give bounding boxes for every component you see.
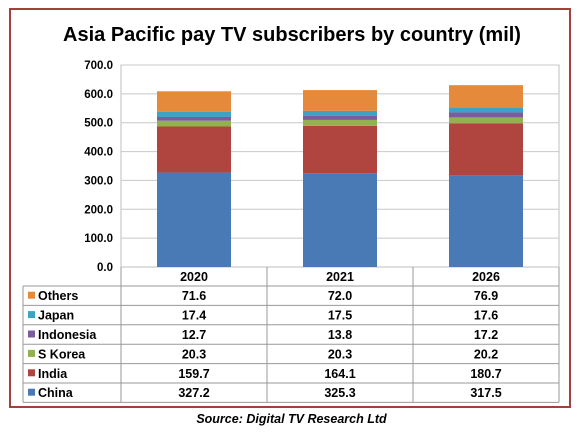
- data-value: 20.3: [328, 347, 352, 361]
- category-label: 2021: [326, 270, 354, 284]
- data-value: 325.3: [324, 386, 355, 400]
- data-value: 327.2: [178, 386, 209, 400]
- legend-label: India: [38, 367, 68, 381]
- data-value: 72.0: [328, 289, 352, 303]
- data-value: 17.6: [474, 309, 498, 323]
- category-label: 2026: [472, 270, 500, 284]
- legend-label: Japan: [38, 309, 74, 323]
- bar-china: [449, 175, 523, 267]
- data-value: 317.5: [470, 386, 501, 400]
- y-tick-label: 300.0: [84, 175, 113, 187]
- legend-swatch: [28, 369, 35, 377]
- legend-swatch: [28, 291, 35, 299]
- y-tick-label: 600.0: [84, 89, 113, 101]
- bar-indonesia: [449, 112, 523, 118]
- y-tick-label: 0.0: [97, 262, 113, 274]
- legend-swatch: [28, 330, 35, 338]
- legend-swatch: [28, 388, 35, 396]
- category-label: 2020: [180, 270, 208, 284]
- legend-label: Indonesia: [38, 328, 97, 342]
- data-value: 12.7: [182, 328, 206, 342]
- bar-china: [157, 172, 231, 267]
- legend-label: China: [38, 386, 74, 400]
- data-value: 17.2: [474, 328, 498, 342]
- bar-others: [449, 85, 523, 108]
- legend-swatch: [28, 349, 35, 357]
- bar-s-korea: [303, 119, 377, 126]
- bar-s-korea: [157, 120, 231, 127]
- bar-s-korea: [449, 117, 523, 124]
- data-value: 180.7: [470, 367, 501, 381]
- bar-others: [157, 91, 231, 112]
- data-value: 17.4: [182, 309, 206, 323]
- bar-china: [303, 173, 377, 267]
- legend-label: Others: [38, 289, 78, 303]
- bar-india: [157, 126, 231, 173]
- bar-indonesia: [303, 115, 377, 120]
- source-note: Source: Digital TV Research Ltd: [196, 412, 387, 426]
- data-value: 159.7: [178, 367, 209, 381]
- y-tick-label: 100.0: [84, 233, 113, 245]
- y-tick-label: 700.0: [84, 60, 113, 72]
- y-tick-label: 500.0: [84, 118, 113, 130]
- legend-swatch: [28, 311, 35, 319]
- legend-label: S Korea: [38, 347, 86, 361]
- data-value: 20.2: [474, 347, 498, 361]
- stacked-bar-chart: 0.0 100.0 200.0 300.0 400.0 500.0 600.0 700.0 20…: [22, 60, 560, 403]
- bar-india: [303, 125, 377, 174]
- bar-japan: [449, 107, 523, 113]
- data-value: 164.1: [324, 367, 355, 381]
- data-value: 13.8: [328, 328, 352, 342]
- bar-india: [449, 123, 523, 176]
- bar-japan: [157, 111, 231, 117]
- y-tick-label: 400.0: [84, 147, 113, 159]
- data-value: 76.9: [474, 289, 498, 303]
- bar-japan: [303, 110, 377, 116]
- data-value: 20.3: [182, 347, 206, 361]
- y-tick-label: 200.0: [84, 204, 113, 216]
- data-value: 71.6: [182, 289, 206, 303]
- chart-frame: Asia Pacific pay TV subscribers by count…: [9, 8, 571, 408]
- data-value: 17.5: [328, 309, 352, 323]
- chart-title: Asia Pacific pay TV subscribers by count…: [63, 24, 521, 46]
- bar-indonesia: [157, 116, 231, 121]
- bar-others: [303, 90, 377, 111]
